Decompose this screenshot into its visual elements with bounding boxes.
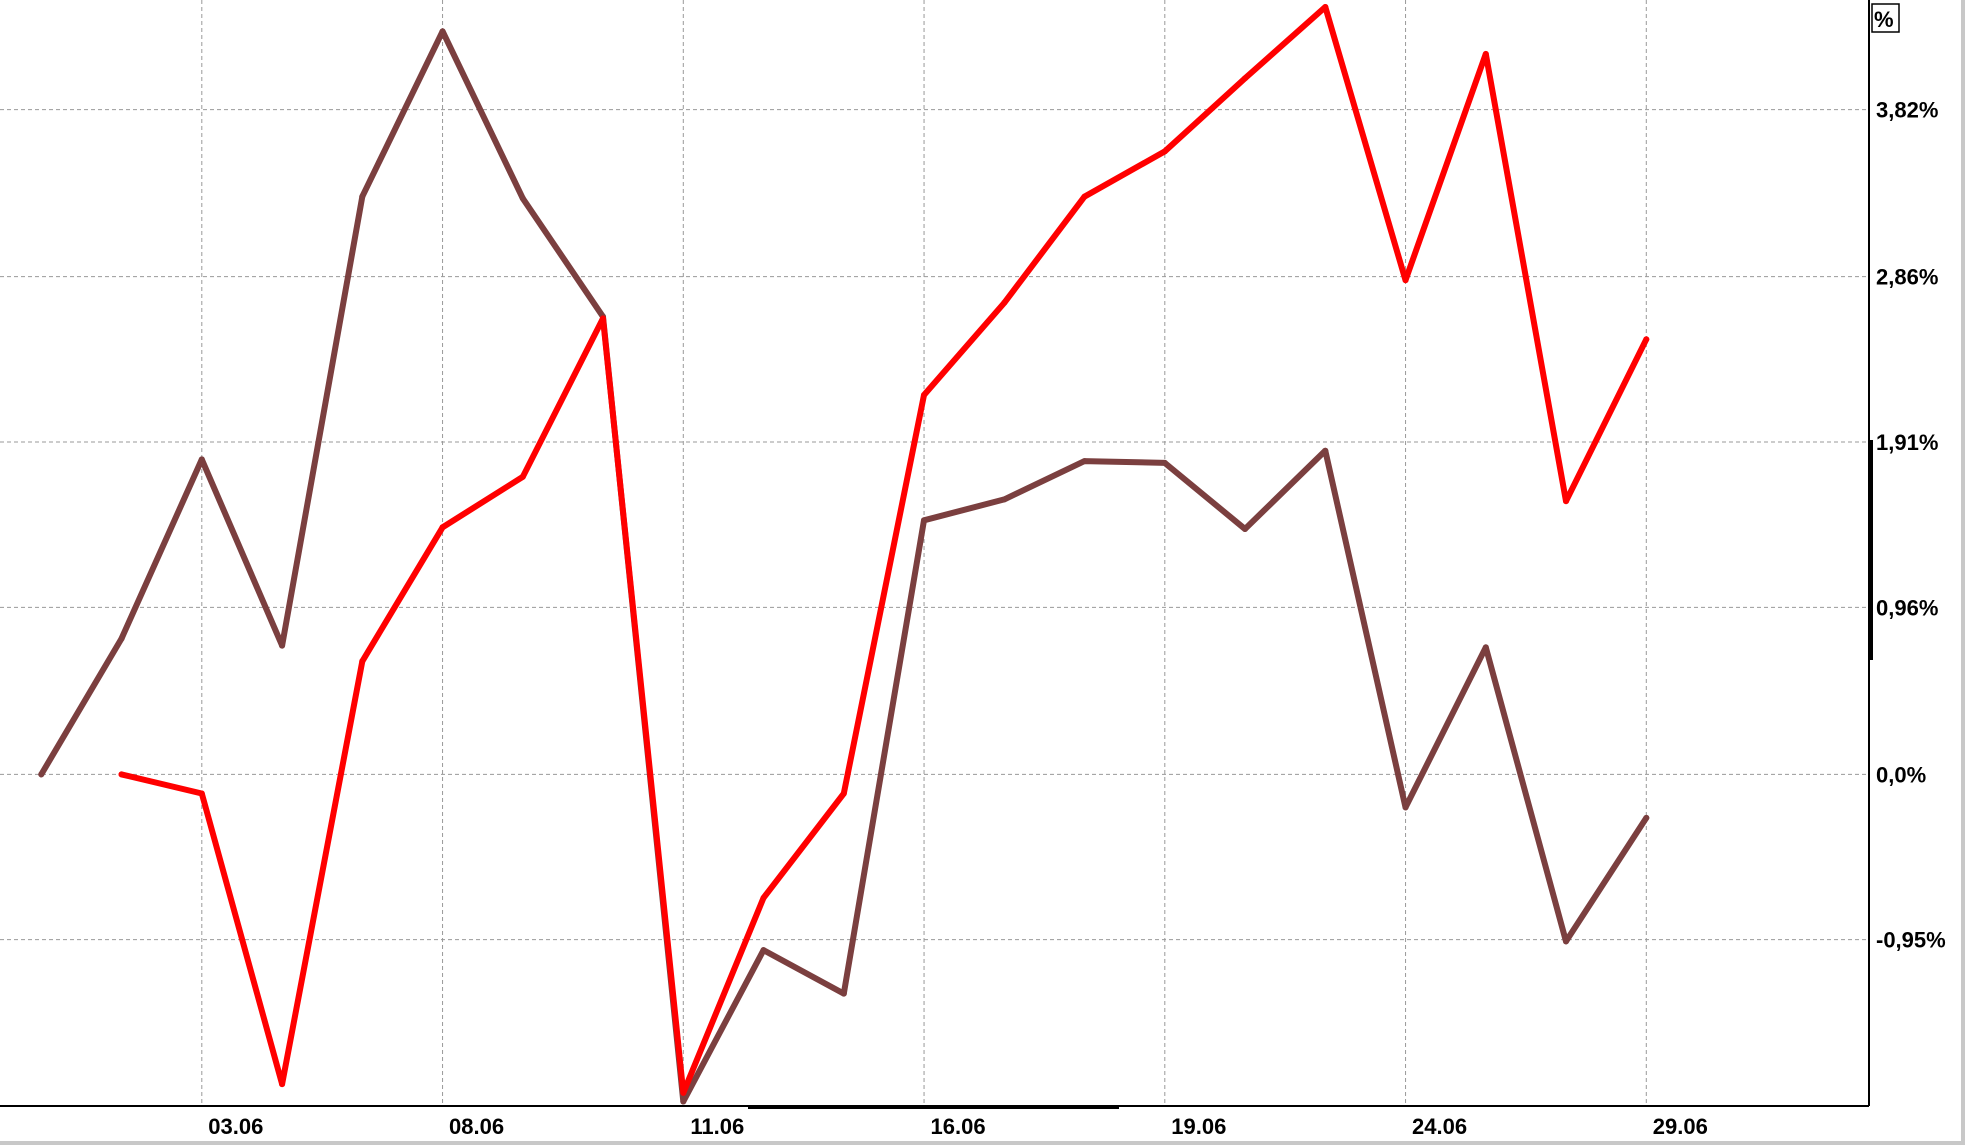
- data-point: [600, 315, 607, 322]
- data-point: [1081, 193, 1088, 200]
- x-tick-label: 19.06: [1171, 1114, 1226, 1139]
- data-point: [439, 524, 446, 531]
- x-tick-label: 24.06: [1412, 1114, 1467, 1139]
- y-tick-label: 2,86%: [1876, 265, 1938, 290]
- data-point: [921, 517, 928, 524]
- unit-box: [1871, 3, 1900, 33]
- data-point: [1482, 644, 1489, 651]
- series-line-1: [118, 4, 1650, 1096]
- data-point: [1322, 3, 1329, 10]
- x-tick-labels: 03.06 08.06 11.06 16.06 19.06 24.06 29.06: [208, 1114, 1708, 1139]
- x-tick-label: 16.06: [931, 1114, 986, 1139]
- data-point: [38, 771, 45, 778]
- x-tick-label: 08.06: [449, 1114, 504, 1139]
- data-point: [921, 392, 928, 399]
- frame-bottom: [0, 1141, 1965, 1145]
- data-point: [1402, 804, 1409, 811]
- data-point: [439, 28, 446, 35]
- data-point: [760, 894, 767, 901]
- unit-label: %: [1874, 7, 1894, 32]
- data-point: [680, 1098, 687, 1105]
- y-tick-label: 1,91%: [1876, 430, 1938, 455]
- x-tick-label: 03.06: [208, 1114, 263, 1139]
- data-point: [279, 642, 286, 649]
- data-point: [1161, 148, 1168, 155]
- data-point: [1161, 459, 1168, 466]
- data-point: [1643, 336, 1650, 343]
- data-point: [519, 195, 526, 202]
- data-point: [1001, 299, 1008, 306]
- data-point: [118, 771, 125, 778]
- y-tick-label: 0,0%: [1876, 762, 1926, 787]
- data-point: [840, 990, 847, 997]
- data-point: [519, 473, 526, 480]
- y-tick-labels: 3,82% 2,86% 1,91% 0,96% 0,0% -0,95%: [1876, 98, 1946, 953]
- data-point: [1643, 814, 1650, 821]
- data-point: [1482, 50, 1489, 57]
- data-point: [1563, 498, 1570, 505]
- data-point: [359, 193, 366, 200]
- data-point: [359, 658, 366, 665]
- data-point: [1242, 75, 1249, 82]
- data-point: [1242, 526, 1249, 533]
- data-point: [118, 635, 125, 642]
- x-tick-label: 11.06: [690, 1114, 744, 1139]
- data-point: [198, 456, 205, 463]
- x-tick-label: 29.06: [1653, 1114, 1708, 1139]
- grid: [0, 0, 1869, 1106]
- y-tick-label: 3,82%: [1876, 98, 1938, 123]
- data-point: [840, 790, 847, 797]
- data-point: [760, 947, 767, 954]
- data-point: [198, 790, 205, 797]
- data-point: [1081, 458, 1088, 465]
- data-point: [1322, 447, 1329, 454]
- data-point: [680, 1089, 687, 1096]
- y-tick-label: 0,96%: [1876, 595, 1938, 620]
- data-point: [1001, 496, 1008, 503]
- y-tick-label: -0,95%: [1876, 928, 1946, 953]
- frame-right: [1961, 0, 1965, 1145]
- data-point: [1402, 277, 1409, 284]
- data-point: [279, 1081, 286, 1088]
- series-lines: [38, 3, 1650, 1105]
- data-point: [1563, 938, 1570, 945]
